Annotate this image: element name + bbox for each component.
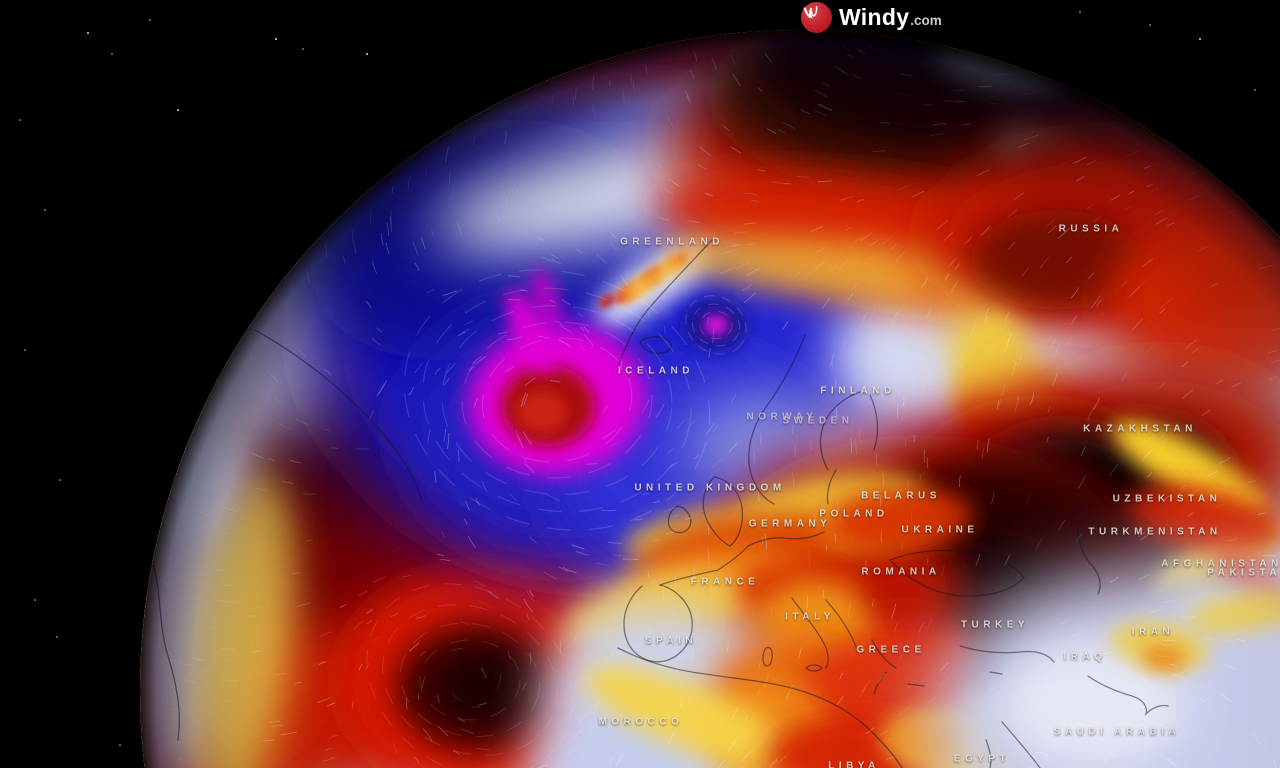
star [149, 19, 151, 21]
star [87, 32, 89, 34]
star [177, 109, 179, 111]
star [119, 744, 121, 746]
windy-tld-text: .com [910, 13, 942, 28]
star [56, 636, 58, 638]
star [1199, 38, 1201, 40]
windy-brand-text: Windy [839, 4, 910, 30]
windy-logo[interactable]: Windy .com [801, 2, 942, 33]
star [44, 209, 46, 211]
windy-wordmark: Windy .com [839, 4, 942, 31]
limb-shading [140, 30, 1280, 768]
starfield [19, 11, 1256, 746]
star [111, 53, 113, 55]
star [366, 53, 368, 55]
star [275, 38, 277, 40]
star [1079, 11, 1081, 13]
star [19, 119, 21, 121]
star [1254, 89, 1256, 91]
windy-swirl-icon [801, 2, 832, 33]
star [24, 349, 26, 351]
star [34, 599, 36, 601]
star [302, 48, 304, 50]
star [59, 479, 61, 481]
star [1149, 24, 1151, 26]
